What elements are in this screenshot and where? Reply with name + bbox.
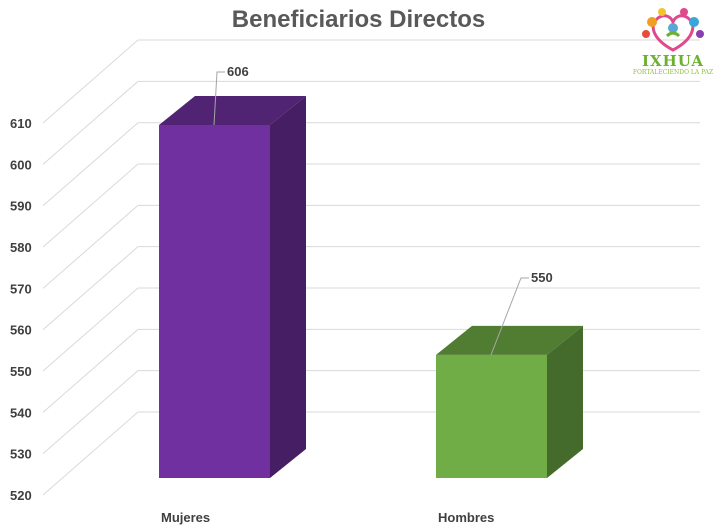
gridline-diagonal	[42, 246, 139, 331]
bar-top	[159, 96, 306, 125]
gridline-diagonal	[42, 328, 139, 413]
data-label-leader	[213, 71, 225, 126]
y-tick-label: 590	[10, 199, 32, 214]
y-tick-label: 600	[10, 157, 32, 172]
logo-wordmark: IXHUA	[641, 52, 705, 70]
data-label: 606	[227, 64, 249, 79]
bar-hombres	[436, 325, 583, 478]
y-tick-label: 540	[10, 405, 32, 420]
bar-side	[547, 325, 583, 478]
y-tick-label: 550	[10, 364, 32, 379]
data-label-leader	[490, 277, 529, 356]
bar-side	[270, 96, 306, 478]
y-tick-label: 610	[10, 116, 32, 131]
gridline-diagonal	[42, 287, 139, 372]
bar-front	[436, 354, 547, 478]
category-label: Mujeres	[161, 510, 210, 525]
gridline-diagonal	[42, 370, 139, 455]
y-tick-label: 520	[10, 488, 32, 503]
y-tick-label: 530	[10, 447, 32, 462]
gridline-diagonal	[42, 39, 139, 124]
logo-emblem-icon	[642, 8, 704, 52]
y-tick-label: 580	[10, 240, 32, 255]
logo-tagline: FORTALECIENDO LA PAZ	[632, 69, 714, 76]
gridline-diagonal	[42, 80, 139, 165]
bar-top	[436, 325, 583, 355]
data-label: 550	[531, 270, 553, 285]
y-tick-label: 570	[10, 281, 32, 296]
bar-front	[159, 125, 270, 478]
bar-mujeres	[159, 96, 306, 478]
gridline-diagonal	[42, 163, 139, 248]
gridline-diagonal	[42, 411, 139, 496]
gridline-diagonal	[42, 204, 139, 289]
y-tick-label: 560	[10, 323, 32, 338]
category-label: Hombres	[438, 510, 494, 525]
chart-title: Beneficiarios Directos	[231, 6, 486, 33]
gridline-diagonal	[42, 122, 139, 207]
ixhua-logo: IXHUA FORTALECIENDO LA PAZ	[632, 6, 714, 78]
